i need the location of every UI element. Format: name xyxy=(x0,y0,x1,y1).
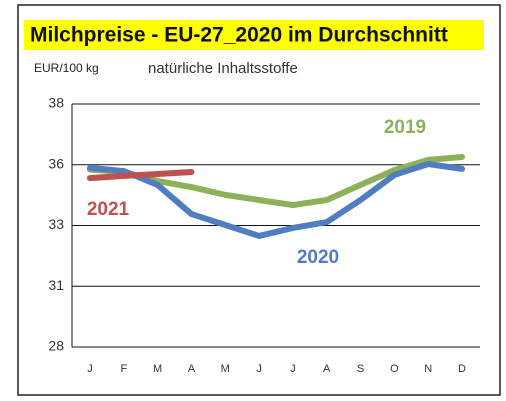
x-tick-label: S xyxy=(357,363,364,375)
x-tick-label: D xyxy=(458,363,466,375)
x-tick-label: N xyxy=(424,363,432,375)
subtitle: natürliche Inhaltsstoffe xyxy=(148,60,298,77)
x-tick-label: F xyxy=(120,363,127,375)
x-tick-label: M xyxy=(153,363,162,375)
series-line xyxy=(87,169,195,182)
y-tick-label: 31 xyxy=(48,277,64,293)
x-tick-label: O xyxy=(390,363,399,375)
series-line xyxy=(87,161,465,239)
y-axis-label: EUR/100 kg xyxy=(34,61,99,75)
series-label: 2020 xyxy=(297,247,339,268)
x-tick-label: J xyxy=(256,363,262,375)
x-tick-label: J xyxy=(290,363,296,375)
y-tick-label: 38 xyxy=(48,95,64,111)
y-tick-label: 33 xyxy=(48,216,64,232)
x-tick-label: A xyxy=(188,363,196,375)
title-highlight xyxy=(24,20,484,50)
y-tick-label: 36 xyxy=(48,155,64,171)
chart-title: Milchpreise - EU-27_2020 im Durchschnitt xyxy=(30,24,448,47)
y-tick-label: 28 xyxy=(48,338,64,354)
x-tick-label: J xyxy=(87,363,93,375)
x-tick-label: M xyxy=(221,363,230,375)
series-label: 2019 xyxy=(384,117,426,138)
x-tick-label: A xyxy=(323,363,331,375)
series-label: 2021 xyxy=(87,199,130,220)
